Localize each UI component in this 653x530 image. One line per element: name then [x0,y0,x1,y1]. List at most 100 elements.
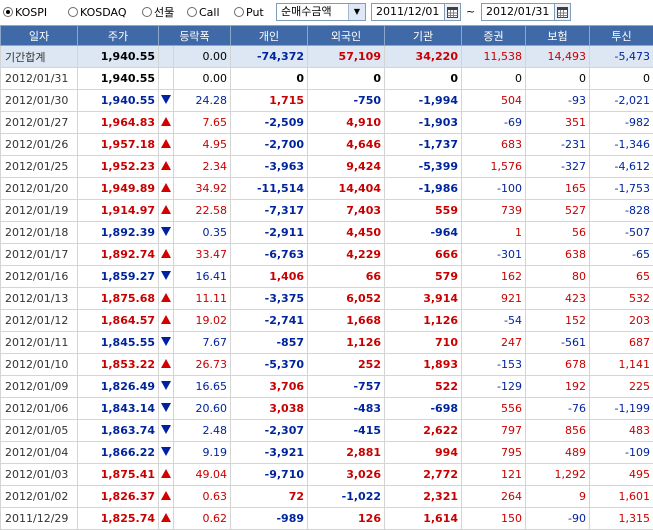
cell-change: 0.00 [174,46,231,68]
cell-foreign: 4,910 [308,112,385,134]
cell-trust: -65 [590,244,653,266]
radio-put[interactable]: Put [234,5,264,19]
cell-foreign: 7,403 [308,200,385,222]
cell-insurance: 489 [526,442,590,464]
cell-institution: 1,893 [385,354,462,376]
cell-individual: 1,715 [231,90,308,112]
cell-date: 기간합계 [1,46,78,68]
down-triangle-icon [161,95,171,104]
header-individual[interactable]: 개인 [231,26,308,46]
cell-insurance: -561 [526,332,590,354]
cell-trust: 483 [590,420,653,442]
radio-call[interactable]: Call [187,5,220,19]
cell-direction [159,222,174,244]
cell-direction [159,178,174,200]
cell-securities: 162 [462,266,526,288]
cell-individual: 1,406 [231,266,308,288]
cell-foreign: 4,229 [308,244,385,266]
header-date[interactable]: 일자 [1,26,78,46]
up-triangle-icon [161,315,171,324]
cell-date: 2012/01/11 [1,332,78,354]
cell-foreign: 0 [308,68,385,90]
cell-direction [159,156,174,178]
end-date-input[interactable]: 2012/01/31 [481,3,555,21]
radio-kosdaq[interactable]: KOSDAQ [68,5,127,19]
header-change[interactable]: 등락폭 [159,26,231,46]
cell-individual: -6,763 [231,244,308,266]
cell-insurance: -93 [526,90,590,112]
cell-trust: -1,753 [590,178,653,200]
cell-foreign: 4,450 [308,222,385,244]
cell-insurance: 0 [526,68,590,90]
cell-change: 19.02 [174,310,231,332]
start-date-input[interactable]: 2011/12/01 [371,3,445,21]
cell-institution: 710 [385,332,462,354]
cell-price: 1,940.55 [78,46,159,68]
cell-individual: 3,706 [231,376,308,398]
cell-price: 1,826.49 [78,376,159,398]
cell-institution: 666 [385,244,462,266]
radio-dot-icon [3,7,13,17]
cell-change: 9.19 [174,442,231,464]
cell-individual: -2,307 [231,420,308,442]
dropdown-arrow-icon[interactable]: ▼ [348,4,365,20]
cell-direction [159,90,174,112]
radio-futures[interactable]: 선물 [142,5,174,19]
cell-change: 0.62 [174,508,231,530]
cell-price: 1,875.41 [78,464,159,486]
cell-institution: -1,994 [385,90,462,112]
cell-price: 1,964.83 [78,112,159,134]
cell-date: 2012/01/20 [1,178,78,200]
radio-kospi[interactable]: KOSPI [3,5,47,19]
header-institution[interactable]: 기관 [385,26,462,46]
header-price[interactable]: 주가 [78,26,159,46]
cell-individual: -2,741 [231,310,308,332]
cell-change: 16.65 [174,376,231,398]
down-triangle-icon [161,447,171,456]
amount-type-select[interactable]: 순매수금액 ▼ [276,3,366,21]
cell-change: 4.95 [174,134,231,156]
cell-direction [159,266,174,288]
cell-securities: 921 [462,288,526,310]
cell-price: 1,863.74 [78,420,159,442]
cell-direction [159,68,174,90]
cell-individual: -9,710 [231,464,308,486]
start-calendar-button[interactable] [444,3,461,21]
cell-insurance: -90 [526,508,590,530]
cell-trust: -4,612 [590,156,653,178]
header-securities[interactable]: 증권 [462,26,526,46]
cell-change: 7.67 [174,332,231,354]
header-insurance[interactable]: 보험 [526,26,590,46]
cell-date: 2012/01/27 [1,112,78,134]
cell-date: 2012/01/31 [1,68,78,90]
cell-change: 16.41 [174,266,231,288]
cell-securities: -54 [462,310,526,332]
header-trust[interactable]: 투신 [590,26,653,46]
end-calendar-button[interactable] [554,3,571,21]
cell-institution: -964 [385,222,462,244]
cell-trust: -109 [590,442,653,464]
header-foreign[interactable]: 외국인 [308,26,385,46]
